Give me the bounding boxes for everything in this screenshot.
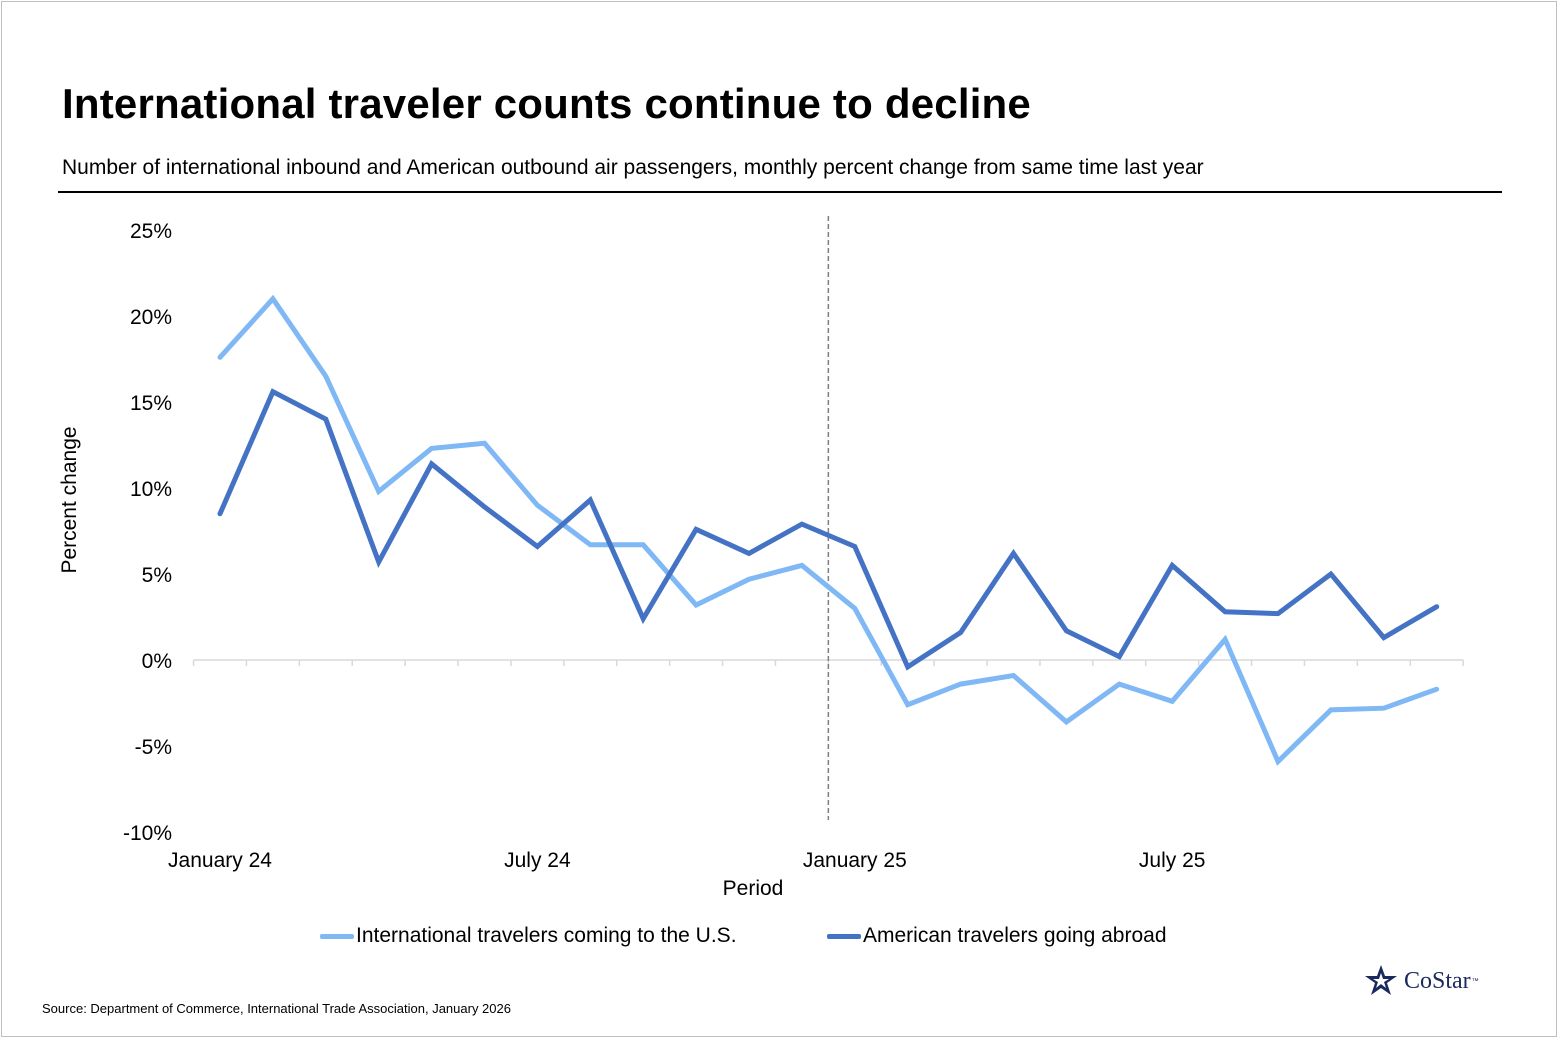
chart-title: International traveler counts continue t… [62,80,1031,127]
y-tick-label: -5% [135,736,172,759]
costar-logo: CoStar ™ [1364,964,1479,998]
title-rule [58,191,1502,193]
legend-swatch-light [320,933,354,939]
legend-swatch-dark [827,933,861,939]
x-tick-label: July 25 [1139,849,1206,872]
legend-label-international: International travelers coming to the U.… [356,924,737,947]
y-tick-label: 25% [130,220,172,243]
y-axis-ticks: 25% 20% 15% 10% 5% 0% -5% -10% [123,220,172,845]
y-tick-label: -10% [123,822,172,845]
y-tick-label: 20% [130,306,172,329]
x-tick-label: January 25 [803,849,907,872]
y-axis-label: Percent change [58,426,81,573]
x-axis-label: Period [723,877,784,900]
logo-trademark: ™ [1471,977,1479,985]
chart-subtitle: Number of international inbound and Amer… [62,156,1204,179]
legend-label-american: American travelers going abroad [863,924,1167,947]
source-note: Source: Department of Commerce, Internat… [42,1001,511,1016]
y-tick-label: 5% [142,564,172,587]
x-tick-label: July 24 [504,849,571,872]
y-tick-label: 15% [130,392,172,415]
series-lines [217,294,1440,766]
legend: International travelers coming to the U.… [0,924,1560,954]
costar-star-icon [1365,965,1397,995]
y-tick-label: 0% [142,650,172,673]
legend-item-international: International travelers coming to the U.… [320,924,737,948]
y-tick-label: 10% [130,478,172,501]
series-line-international [217,294,1440,766]
logo-wordmark: CoStar [1404,967,1471,994]
x-axis: January 24 July 24 January 25 July 25 [168,659,1464,872]
legend-item-american: American travelers going abroad [827,924,1167,948]
series-line-american [217,388,1440,671]
x-tick-label: January 24 [168,849,272,872]
